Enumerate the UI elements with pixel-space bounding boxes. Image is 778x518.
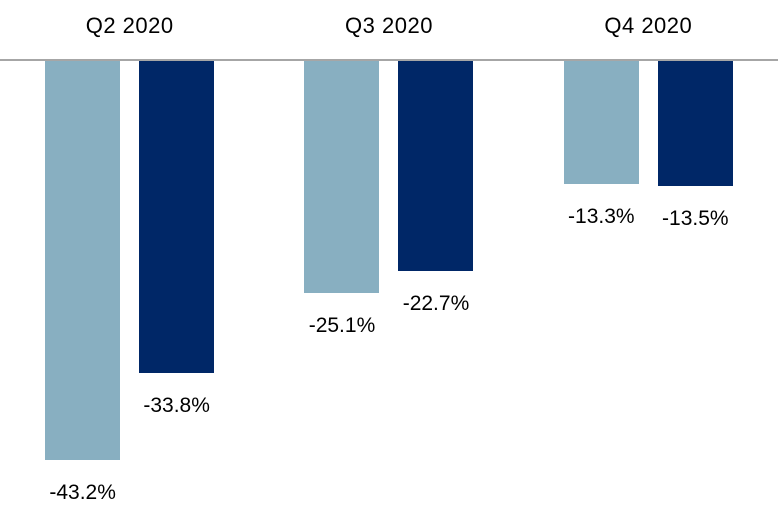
bar-group-q4-2020: -13.3% -13.5%: [519, 61, 778, 232]
category-label-q2-2020: Q2 2020: [85, 13, 174, 38]
bar-group-q2-2020: -43.2% -33.8%: [0, 61, 259, 506]
bar-column-q3-2020-series-light-blue: -25.1%: [304, 61, 380, 339]
bar-group-q3-2020: -25.1% -22.7%: [259, 61, 518, 339]
category-titles-row: Q2 2020 Q3 2020 Q4 2020: [0, 0, 778, 52]
data-label-q3-2020-series-dark-navy: -22.7%: [402, 292, 470, 315]
bar-q3-2020-series-light-blue: [304, 61, 380, 293]
bar-q2-2020-series-light-blue: [45, 61, 121, 460]
data-label-q3-2020-series-light-blue: -25.1%: [308, 314, 376, 337]
bar-column-q3-2020-series-dark-navy: -22.7%: [398, 61, 474, 317]
data-label-q2-2020-series-light-blue: -43.2%: [49, 481, 116, 504]
category-label-q3-2020: Q3 2020: [345, 13, 433, 38]
bar-q4-2020-series-light-blue: [563, 61, 639, 184]
bar-q2-2020-series-dark-navy: [139, 61, 215, 373]
data-label-q2-2020-series-dark-navy: -33.8%: [143, 394, 210, 417]
bar-column-q2-2020-series-dark-navy: -33.8%: [139, 61, 215, 419]
axis-baseline: [0, 59, 778, 61]
bar-column-q4-2020-series-light-blue: -13.3%: [563, 61, 639, 230]
bar-groups-row: -43.2% -33.8% -25.1% -22.7% -13.3% -13.5%: [0, 61, 778, 506]
bar-column-q2-2020-series-light-blue: -43.2%: [45, 61, 121, 506]
data-label-q4-2020-series-dark-navy: -13.5%: [662, 207, 729, 230]
category-label-q4-2020: Q4 2020: [604, 13, 693, 38]
bar-q4-2020-series-dark-navy: [657, 61, 733, 186]
data-label-q4-2020-series-light-blue: -13.3%: [568, 205, 635, 228]
bar-column-q4-2020-series-dark-navy: -13.5%: [657, 61, 733, 232]
bar-q3-2020-series-dark-navy: [398, 61, 474, 271]
